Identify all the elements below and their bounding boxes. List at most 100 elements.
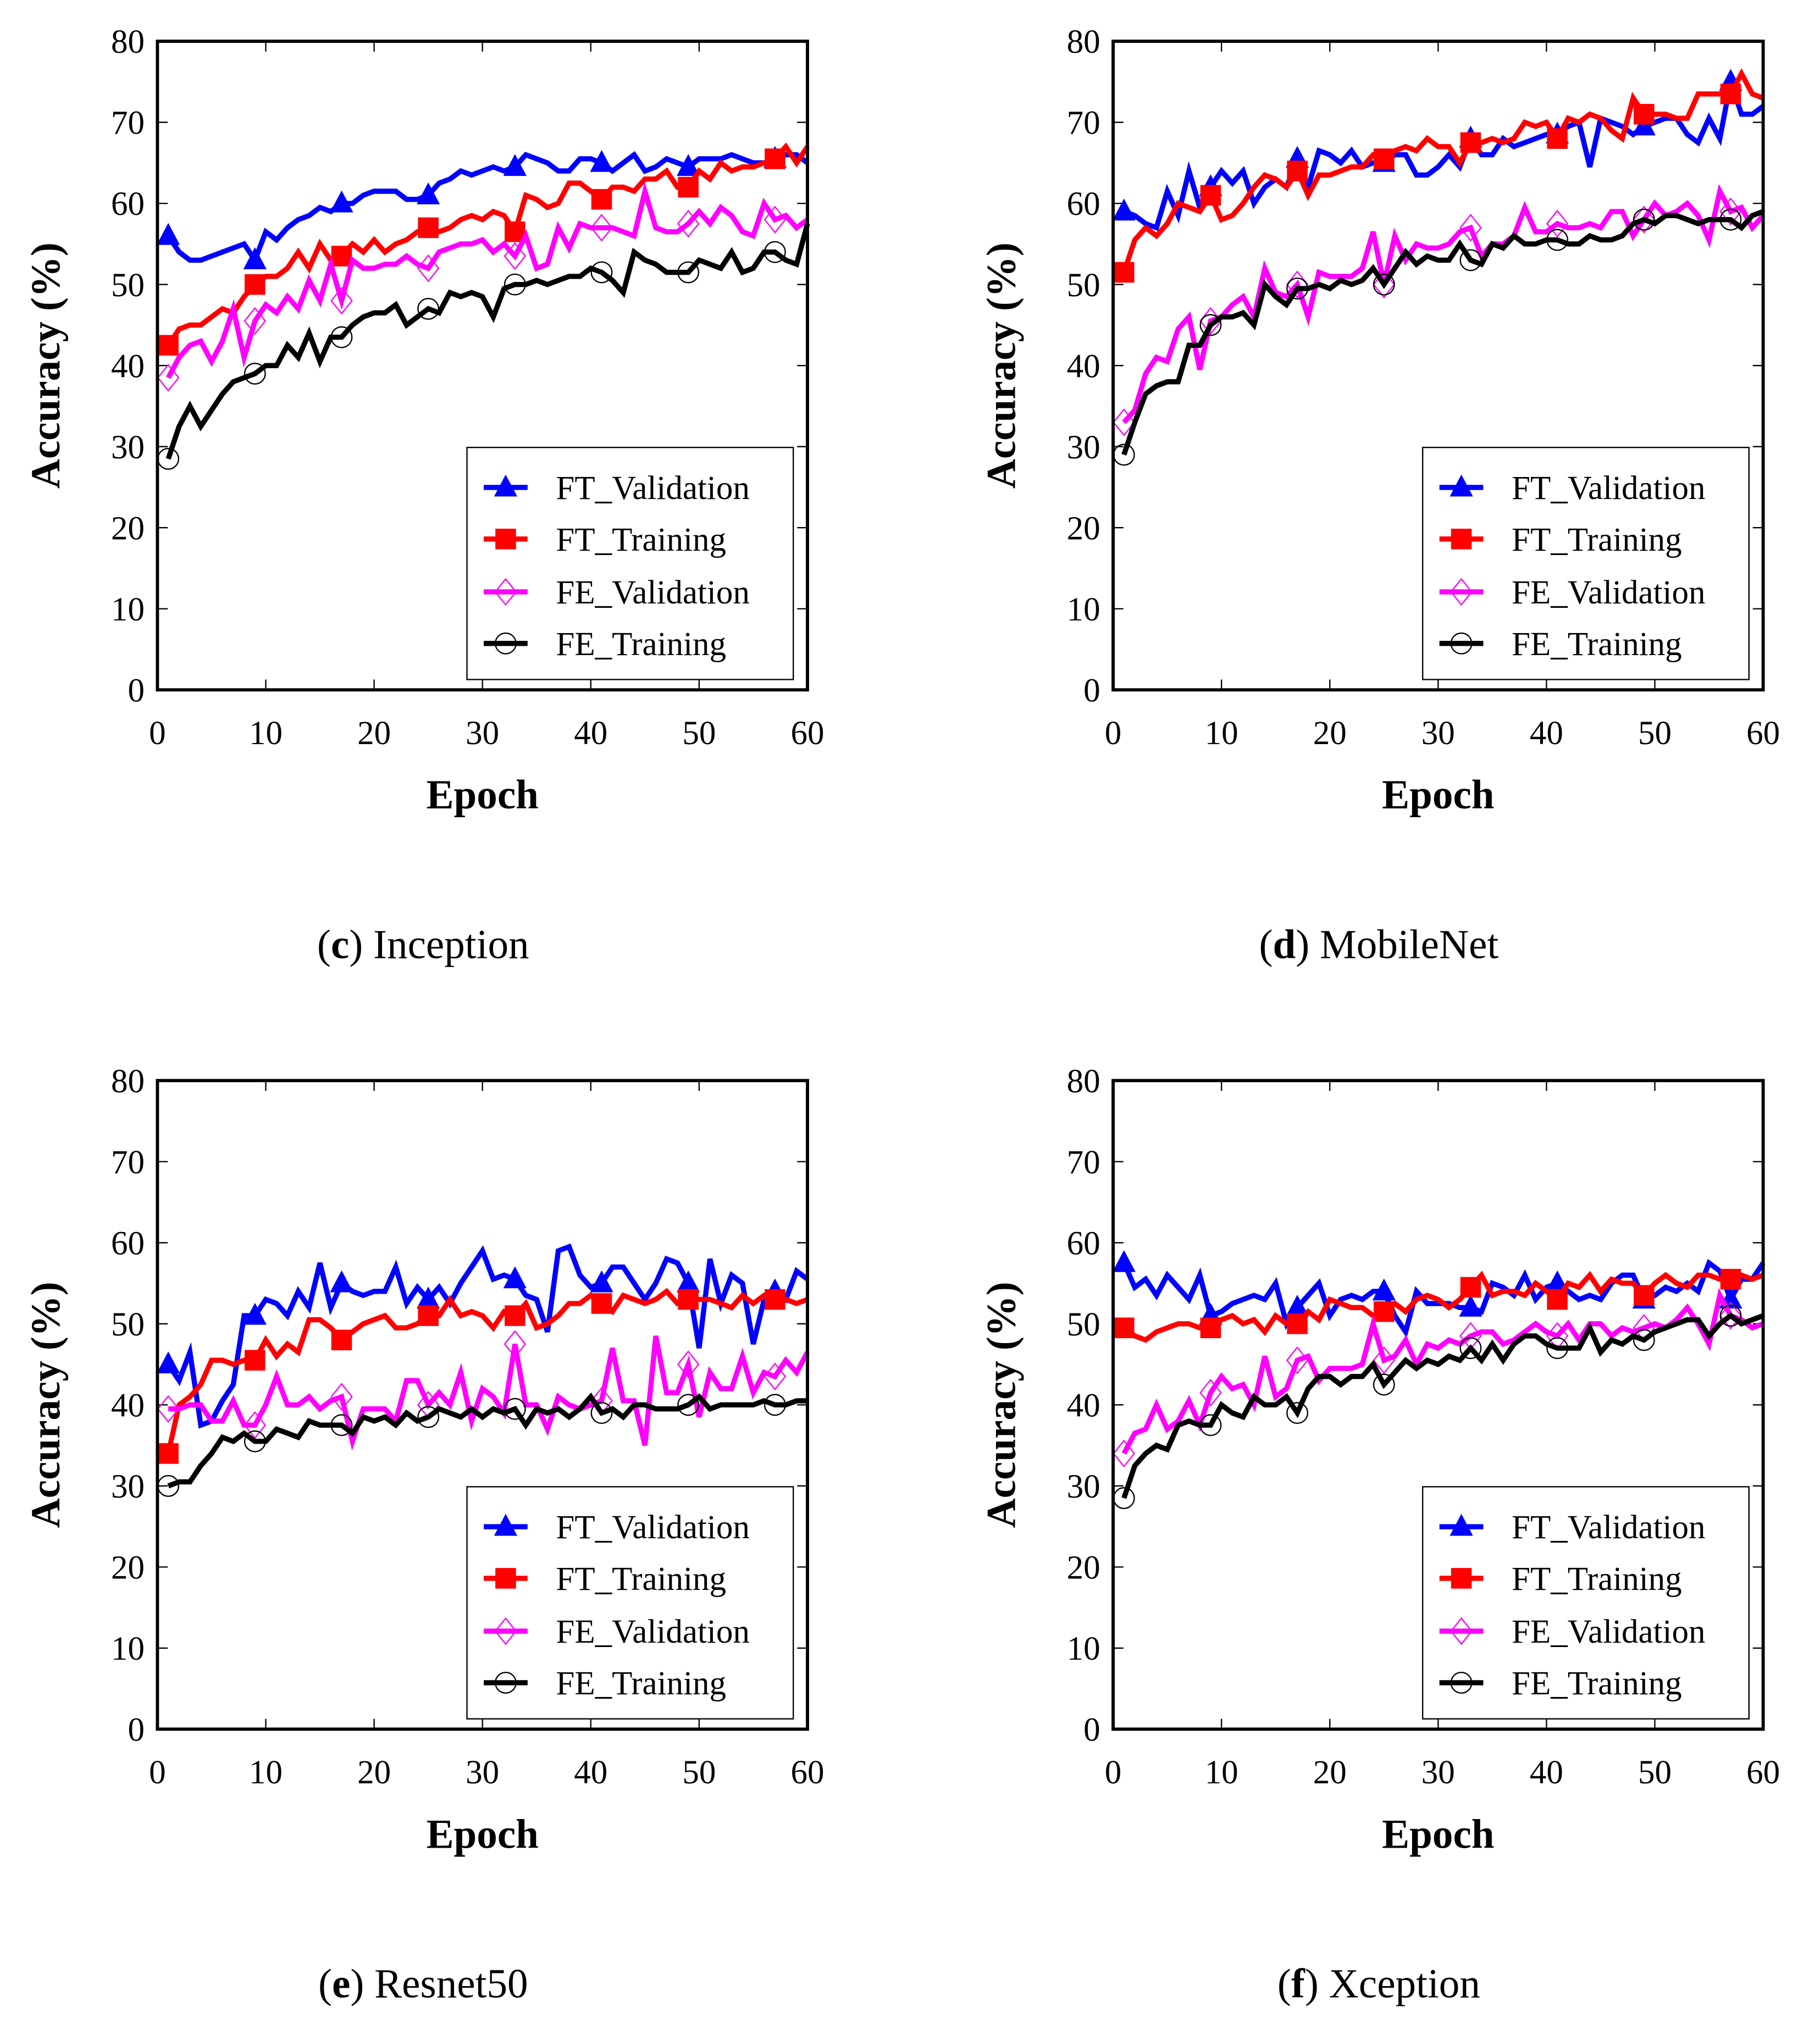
data-point-square-icon — [1547, 128, 1568, 149]
x-tick-label: 0 — [1105, 1754, 1121, 1791]
series-fe-validation — [1113, 184, 1766, 436]
series-ft-training — [158, 142, 810, 356]
y-tick-label: 60 — [111, 1225, 145, 1262]
data-point-square-icon — [1634, 104, 1655, 125]
data-point-square-icon — [1374, 148, 1395, 169]
legend-label: FT_Training — [556, 1561, 726, 1598]
series-line — [166, 142, 810, 347]
subfigure-caption: (f) Xception — [1277, 1961, 1480, 2006]
data-point-square-icon — [1200, 1317, 1221, 1338]
data-point-diamond-icon — [504, 1330, 527, 1359]
series-ft-training — [1113, 68, 1764, 283]
data-point-diamond-icon — [677, 209, 700, 238]
y-tick-label: 80 — [1067, 1063, 1100, 1100]
subfigure-caption: (d) MobileNet — [1259, 922, 1498, 967]
data-point-circle-icon — [764, 1394, 786, 1416]
data-point-circle-icon — [1199, 1414, 1222, 1437]
data-point-circle-icon — [1373, 273, 1395, 296]
data-point-diamond-icon — [1286, 1346, 1309, 1374]
series-line — [168, 1335, 810, 1451]
x-axis-label: Epoch — [1382, 772, 1494, 818]
data-point-circle-icon — [504, 1398, 526, 1420]
data-point-square-icon — [678, 1289, 699, 1310]
x-tick-label: 40 — [1530, 1754, 1563, 1791]
data-point-triangle-icon — [330, 190, 353, 213]
series-fe-training — [1113, 208, 1764, 466]
x-tick-label: 60 — [1746, 715, 1780, 752]
legend-label: FE_Validation — [1512, 574, 1705, 611]
y-tick-label: 70 — [111, 1144, 145, 1181]
data-point-triangle-icon — [417, 182, 440, 204]
data-point-square-icon — [1547, 1289, 1568, 1310]
y-tick-label: 10 — [1067, 1631, 1100, 1667]
data-point-circle-icon — [1719, 208, 1742, 231]
legend-entry: FE_Training — [1439, 1665, 1682, 1702]
data-point-diamond-icon — [157, 1395, 180, 1423]
caption-label: d — [1273, 922, 1296, 967]
x-tick-label: 0 — [1105, 715, 1121, 752]
data-point-diamond-icon — [417, 254, 440, 282]
legend-diamond-icon — [494, 578, 517, 606]
data-point-diamond-icon — [157, 363, 180, 392]
x-tick-label: 50 — [1638, 715, 1672, 752]
data-point-square-icon — [505, 1305, 525, 1326]
series-line — [165, 181, 809, 379]
data-point-square-icon — [418, 1305, 439, 1326]
legend-triangle-icon — [1450, 474, 1473, 497]
series-fe-training — [157, 1392, 807, 1497]
legend-square-icon — [495, 528, 516, 550]
data-point-square-icon — [1374, 1301, 1395, 1322]
data-point-triangle-icon — [590, 149, 613, 172]
legend-label: FE_Training — [1512, 1665, 1682, 1702]
y-tick-label: 10 — [111, 591, 145, 628]
plot-frame — [1111, 40, 1765, 692]
y-tick-label: 20 — [1067, 510, 1100, 547]
data-point-triangle-icon — [1285, 1294, 1309, 1317]
data-point-square-icon — [1460, 1277, 1481, 1298]
series-line — [165, 1288, 809, 1454]
legend-entry: FT_Training — [484, 1561, 726, 1598]
y-tick-label: 70 — [111, 105, 145, 142]
data-point-circle-icon — [1633, 208, 1655, 231]
y-tick-label: 80 — [1067, 24, 1100, 60]
data-point-diamond-icon — [1113, 408, 1136, 436]
x-tick-label: 10 — [249, 1754, 283, 1791]
subfigure-caption: (c) Inception — [317, 922, 529, 967]
y-tick-label: 20 — [111, 510, 145, 547]
y-tick-label: 80 — [111, 1063, 145, 1100]
data-point-square-icon — [678, 176, 699, 198]
x-axis-label: Epoch — [1382, 1811, 1494, 1857]
legend-entry: FT_Validation — [1439, 470, 1705, 507]
legend-label: FT_Validation — [1512, 470, 1705, 507]
data-point-circle-icon — [1459, 1337, 1482, 1359]
y-tick-label: 10 — [1067, 591, 1100, 628]
legend-label: FT_Training — [1512, 522, 1682, 558]
data-point-triangle-icon — [503, 154, 527, 176]
x-tick-label: 10 — [1205, 1754, 1238, 1791]
data-point-triangle-icon — [243, 1302, 267, 1325]
data-point-circle-icon — [417, 1406, 440, 1428]
legend-entry: FE_Training — [484, 626, 726, 663]
legend-entry: FT_Training — [1439, 522, 1682, 558]
data-point-square-icon — [1634, 1285, 1655, 1306]
series-ft-training — [1113, 1268, 1764, 1343]
data-point-circle-icon — [244, 362, 266, 385]
data-point-diamond-icon — [764, 1362, 787, 1391]
data-point-square-icon — [331, 246, 352, 267]
legend-entry: FT_Validation — [1439, 1509, 1705, 1546]
series-fe-validation — [157, 181, 809, 392]
data-point-square-icon — [331, 1329, 352, 1351]
y-tick-label: 50 — [111, 267, 145, 304]
data-point-circle-icon — [1286, 278, 1309, 300]
caption-label: e — [332, 1961, 350, 2006]
data-point-circle-icon — [1286, 1402, 1309, 1424]
series-line — [167, 1392, 807, 1489]
data-point-circle-icon — [764, 241, 786, 263]
legend-entry: FT_Validation — [484, 470, 750, 507]
caption-label: f — [1291, 1961, 1305, 2006]
y-tick-label: 0 — [1083, 1712, 1100, 1749]
x-tick-label: 0 — [149, 1754, 166, 1791]
data-point-circle-icon — [330, 326, 353, 348]
legend-label: FE_Validation — [1512, 1614, 1705, 1650]
